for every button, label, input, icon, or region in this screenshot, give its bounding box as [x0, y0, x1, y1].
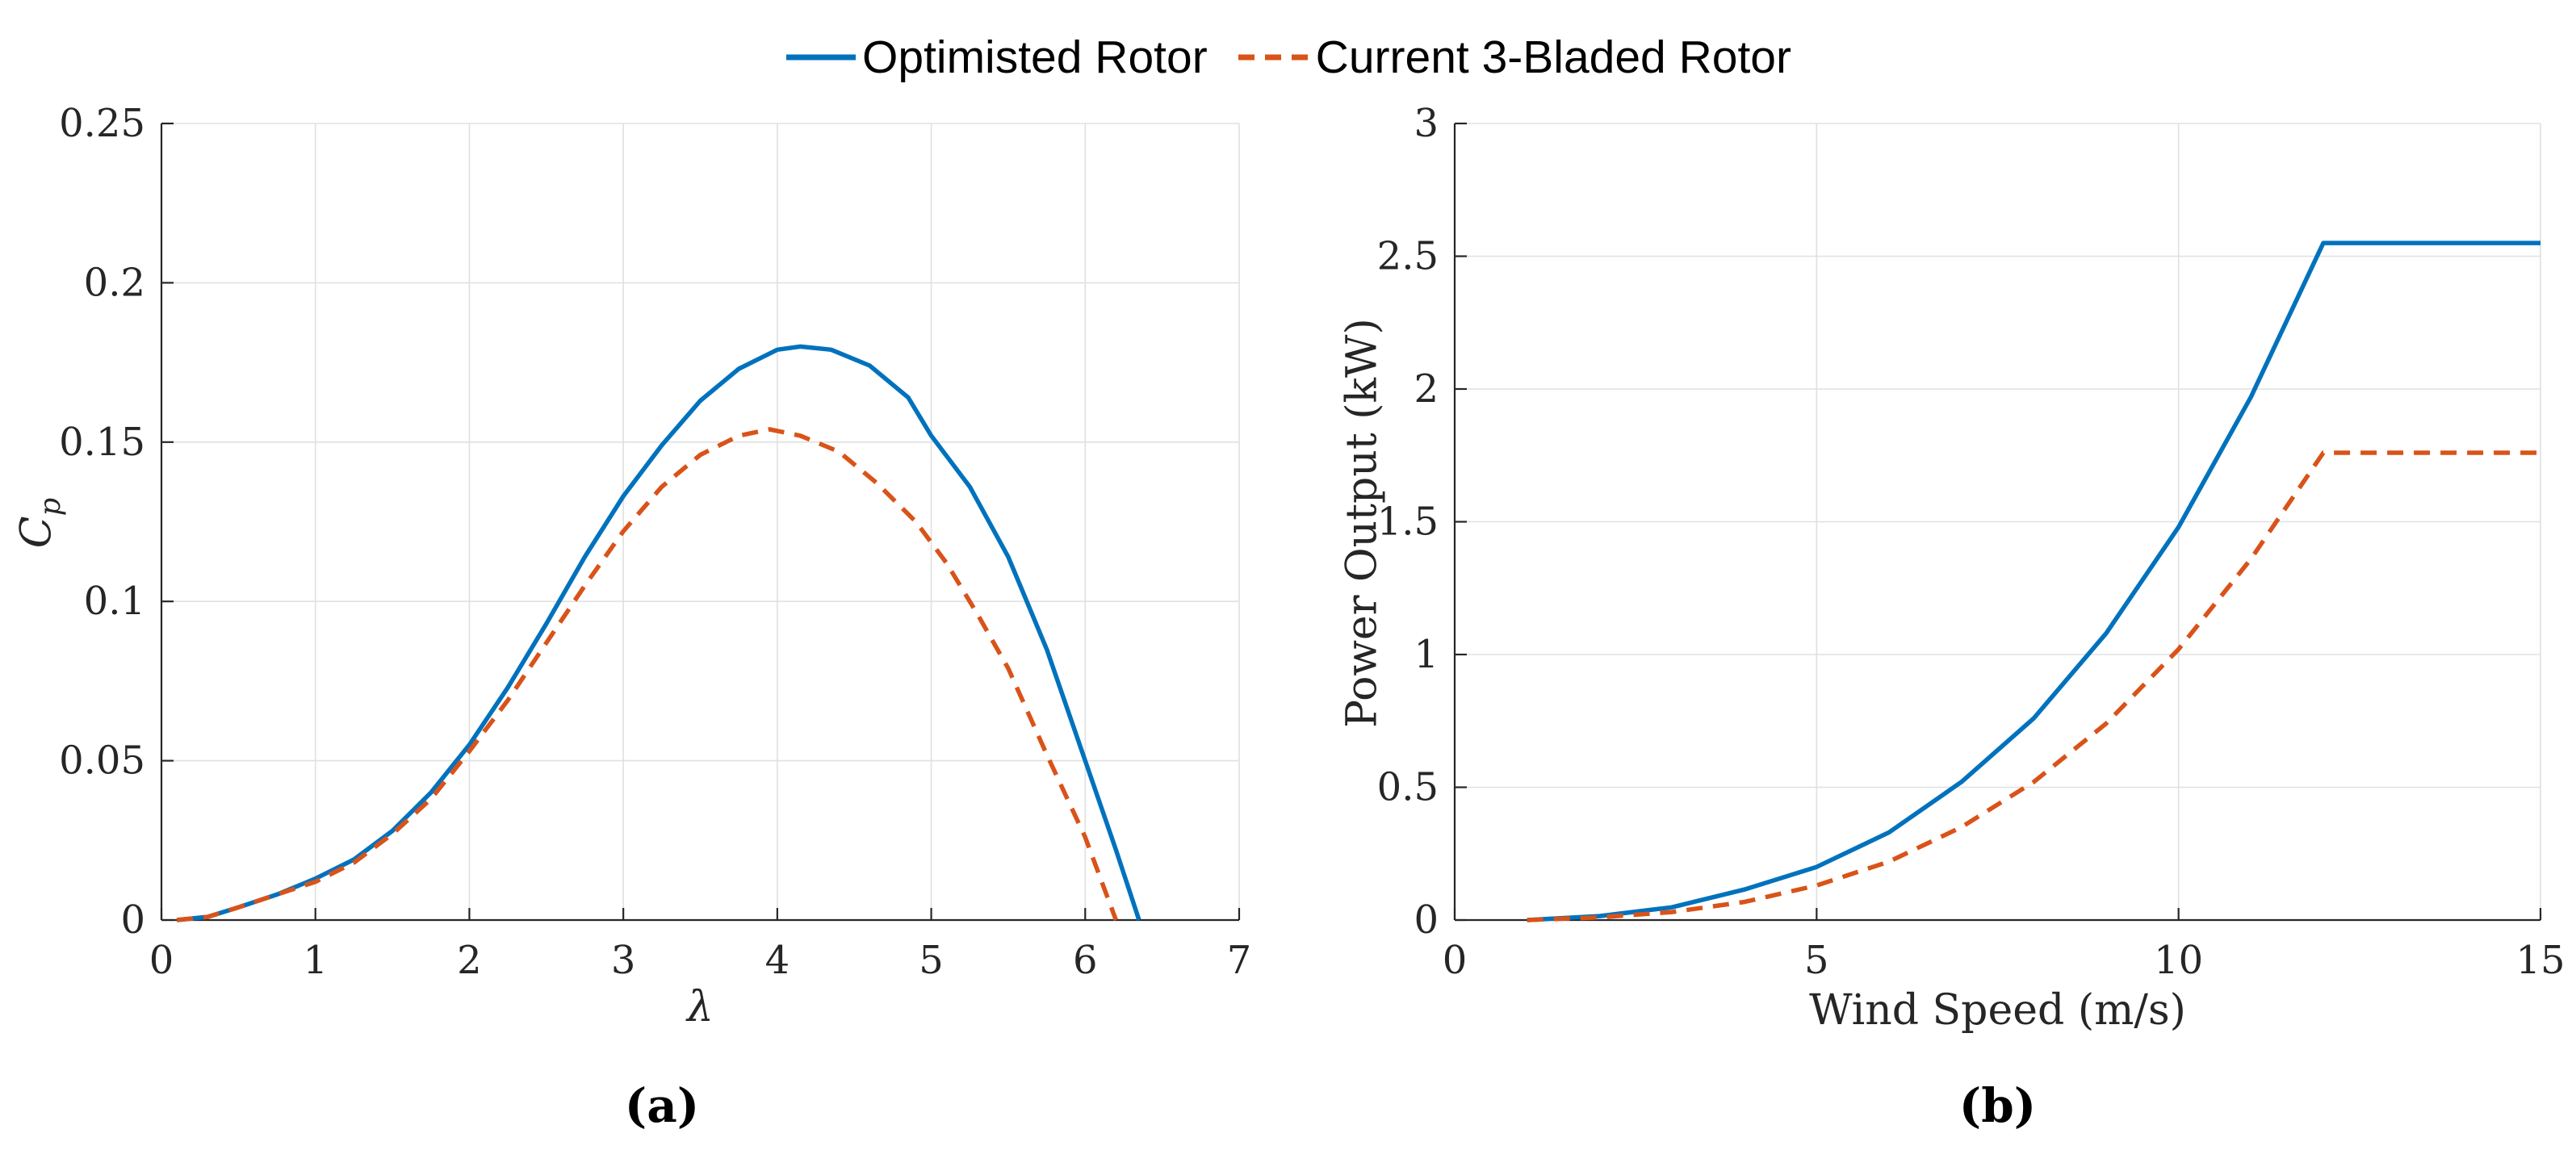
x-tick-label: 5 — [919, 938, 944, 983]
x-tick-label: 15 — [2515, 938, 2565, 983]
cp-symbol: C — [12, 516, 61, 549]
x-tick-label: 2 — [457, 938, 482, 983]
y-tick-label: 2.5 — [1377, 234, 1439, 279]
cp-subscript: p — [33, 497, 67, 517]
y-tick-label: 3 — [1414, 101, 1439, 146]
y-tick-label: 2 — [1414, 366, 1439, 412]
legend-item-optimised: Optimisted Rotor — [785, 31, 1208, 84]
y-tick-label: 0.5 — [1377, 765, 1439, 810]
y-tick-label: 0.15 — [59, 420, 145, 465]
legend-item-current: Current 3-Bladed Rotor — [1237, 31, 1791, 84]
legend: Optimisted Rotor Current 3-Bladed Rotor — [0, 31, 2576, 84]
series-optimised-rotor — [176, 344, 1141, 922]
legend-label-current: Current 3-Bladed Rotor — [1315, 31, 1791, 83]
y-tick-label: 1.5 — [1377, 500, 1439, 545]
x-tick-label: 6 — [1073, 938, 1098, 983]
series-current-rotor — [1527, 450, 2540, 922]
x-tick-label: 10 — [2154, 938, 2203, 983]
y-tick-label: 0 — [1414, 897, 1439, 943]
current-dashed-line-icon — [1238, 54, 1309, 61]
x-tick-label: 5 — [1804, 938, 1829, 983]
chart-b-x-axis-label: Wind Speed (m/s) — [1809, 986, 2186, 1035]
chart-a-caption: (a) — [624, 1078, 700, 1133]
y-tick-label: 0.2 — [84, 260, 145, 305]
series-current-rotor — [176, 427, 1118, 922]
series-optimised-rotor — [1527, 241, 2540, 922]
y-tick-label: 1 — [1414, 632, 1439, 677]
chart-a-plot: 0 1 2 3 4 5 6 7 0 0.05 0.1 0.15 0.2 0.25 — [59, 101, 1251, 983]
chart-a-y-axis-label: Cp — [8, 125, 67, 922]
chart-b-caption: (b) — [1958, 1078, 2037, 1133]
y-tick-label: 0.1 — [84, 579, 145, 624]
x-tick-label: 3 — [611, 938, 636, 983]
chart-b-y-axis-label: Power Output (kW) — [1338, 318, 1387, 728]
chart-b-plot: 0 5 10 15 0 0.5 1 1.5 2 2.5 3 — [1377, 101, 2566, 983]
chart-a-x-axis-label: λ — [687, 983, 714, 1031]
y-tick-label: 0 — [120, 897, 145, 943]
y-tick-label: 0.25 — [59, 101, 145, 146]
legend-label-optimised: Optimisted Rotor — [862, 31, 1208, 83]
y-tick-label: 0.05 — [59, 738, 145, 784]
x-tick-label: 0 — [149, 938, 174, 983]
x-tick-label: 0 — [1443, 938, 1468, 983]
x-tick-label: 7 — [1227, 938, 1252, 983]
x-tick-label: 4 — [765, 938, 790, 983]
optimised-line-icon — [786, 54, 857, 61]
x-tick-label: 1 — [303, 938, 328, 983]
